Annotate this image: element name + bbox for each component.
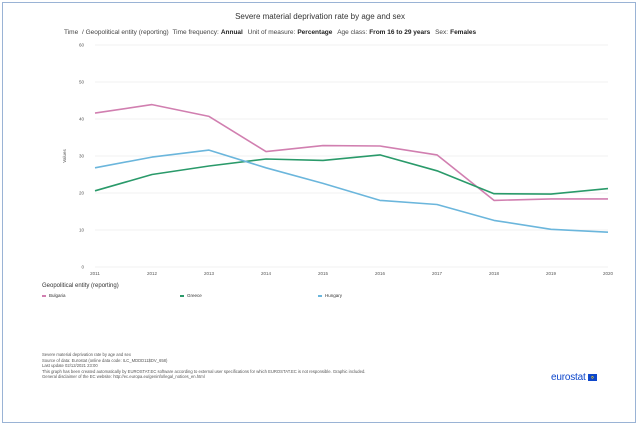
footer-notes: Severe material deprivation rate by age … — [42, 352, 365, 380]
legend-label-greece: Greece — [187, 293, 202, 298]
legend-swatch-hungary — [318, 294, 322, 297]
x-tick-label: 2011 — [90, 271, 100, 276]
eurostat-logo: eurostat — [551, 372, 597, 383]
y-tick-label: 50 — [79, 80, 85, 85]
filter-time-label[interactable]: Time — [64, 29, 79, 36]
y-tick-label: 40 — [79, 117, 85, 122]
footer-line: Last update 02/12/2021 23:00 — [42, 363, 98, 369]
x-tick-label: 2013 — [204, 271, 215, 276]
legend-swatch-bulgaria — [42, 294, 46, 297]
y-axis-label: Values — [62, 149, 67, 163]
x-tick-label: 2017 — [432, 271, 443, 276]
y-tick-label: 10 — [79, 228, 85, 233]
legend-item-bulgaria[interactable]: Bulgaria — [42, 293, 66, 298]
footer-line: General disclaimer of the EC website: ht… — [42, 374, 205, 380]
x-tick-label: 2016 — [375, 271, 386, 276]
y-tick-label: 0 — [81, 265, 84, 270]
series-line-greece — [94, 154, 609, 195]
x-tick-label: 2015 — [318, 271, 329, 276]
filter-age-label[interactable]: Age class: — [337, 29, 368, 36]
legend-swatch-greece — [180, 294, 184, 297]
x-tick-label: 2019 — [546, 271, 557, 276]
legend-item-hungary[interactable]: Hungary — [318, 293, 342, 298]
filter-frequency-label[interactable]: Time frequency: — [172, 29, 219, 36]
y-tick-label: 30 — [79, 154, 85, 159]
series-line-bulgaria — [94, 103, 608, 202]
eu-flag-icon — [587, 374, 597, 381]
filter-age-value: From 16 to 29 years — [369, 29, 431, 36]
series-line-hungary — [94, 149, 609, 233]
footer-line: Source of data: Eurostat (online data co… — [42, 357, 168, 363]
y-tick-label: 60 — [79, 43, 85, 48]
filter-unit-value: Percentage — [297, 29, 333, 36]
dimension-filters: Time / Geopolitical entity (reporting) T… — [64, 29, 476, 36]
filter-frequency-value: Annual — [220, 29, 243, 36]
x-tick-label: 2018 — [489, 271, 500, 276]
chart-title: Severe material deprivation rate by age … — [235, 12, 405, 21]
x-tick-label: 2020 — [603, 271, 614, 276]
footer-line: This graph has been created automaticall… — [42, 368, 366, 374]
filter-sex-value: Females — [450, 29, 477, 36]
filter-sex-label[interactable]: Sex: — [435, 29, 449, 36]
legend-label-hungary: Hungary — [325, 293, 343, 298]
x-tick-label: 2012 — [147, 271, 158, 276]
legend-item-greece[interactable]: Greece — [180, 293, 202, 298]
legend-title: Geopolitical entity (reporting) — [42, 283, 119, 289]
y-tick-label: 20 — [79, 191, 85, 196]
logo-text: eurostat — [551, 372, 586, 383]
legend-label-bulgaria: Bulgaria — [49, 293, 66, 298]
x-tick-label: 2014 — [261, 271, 272, 276]
chart-frame — [2, 2, 636, 423]
filter-geo-label[interactable]: / Geopolitical entity (reporting) — [82, 29, 169, 36]
filter-unit-label[interactable]: Unit of measure: — [247, 29, 296, 36]
footer-line: Severe material deprivation rate by age … — [42, 352, 131, 357]
